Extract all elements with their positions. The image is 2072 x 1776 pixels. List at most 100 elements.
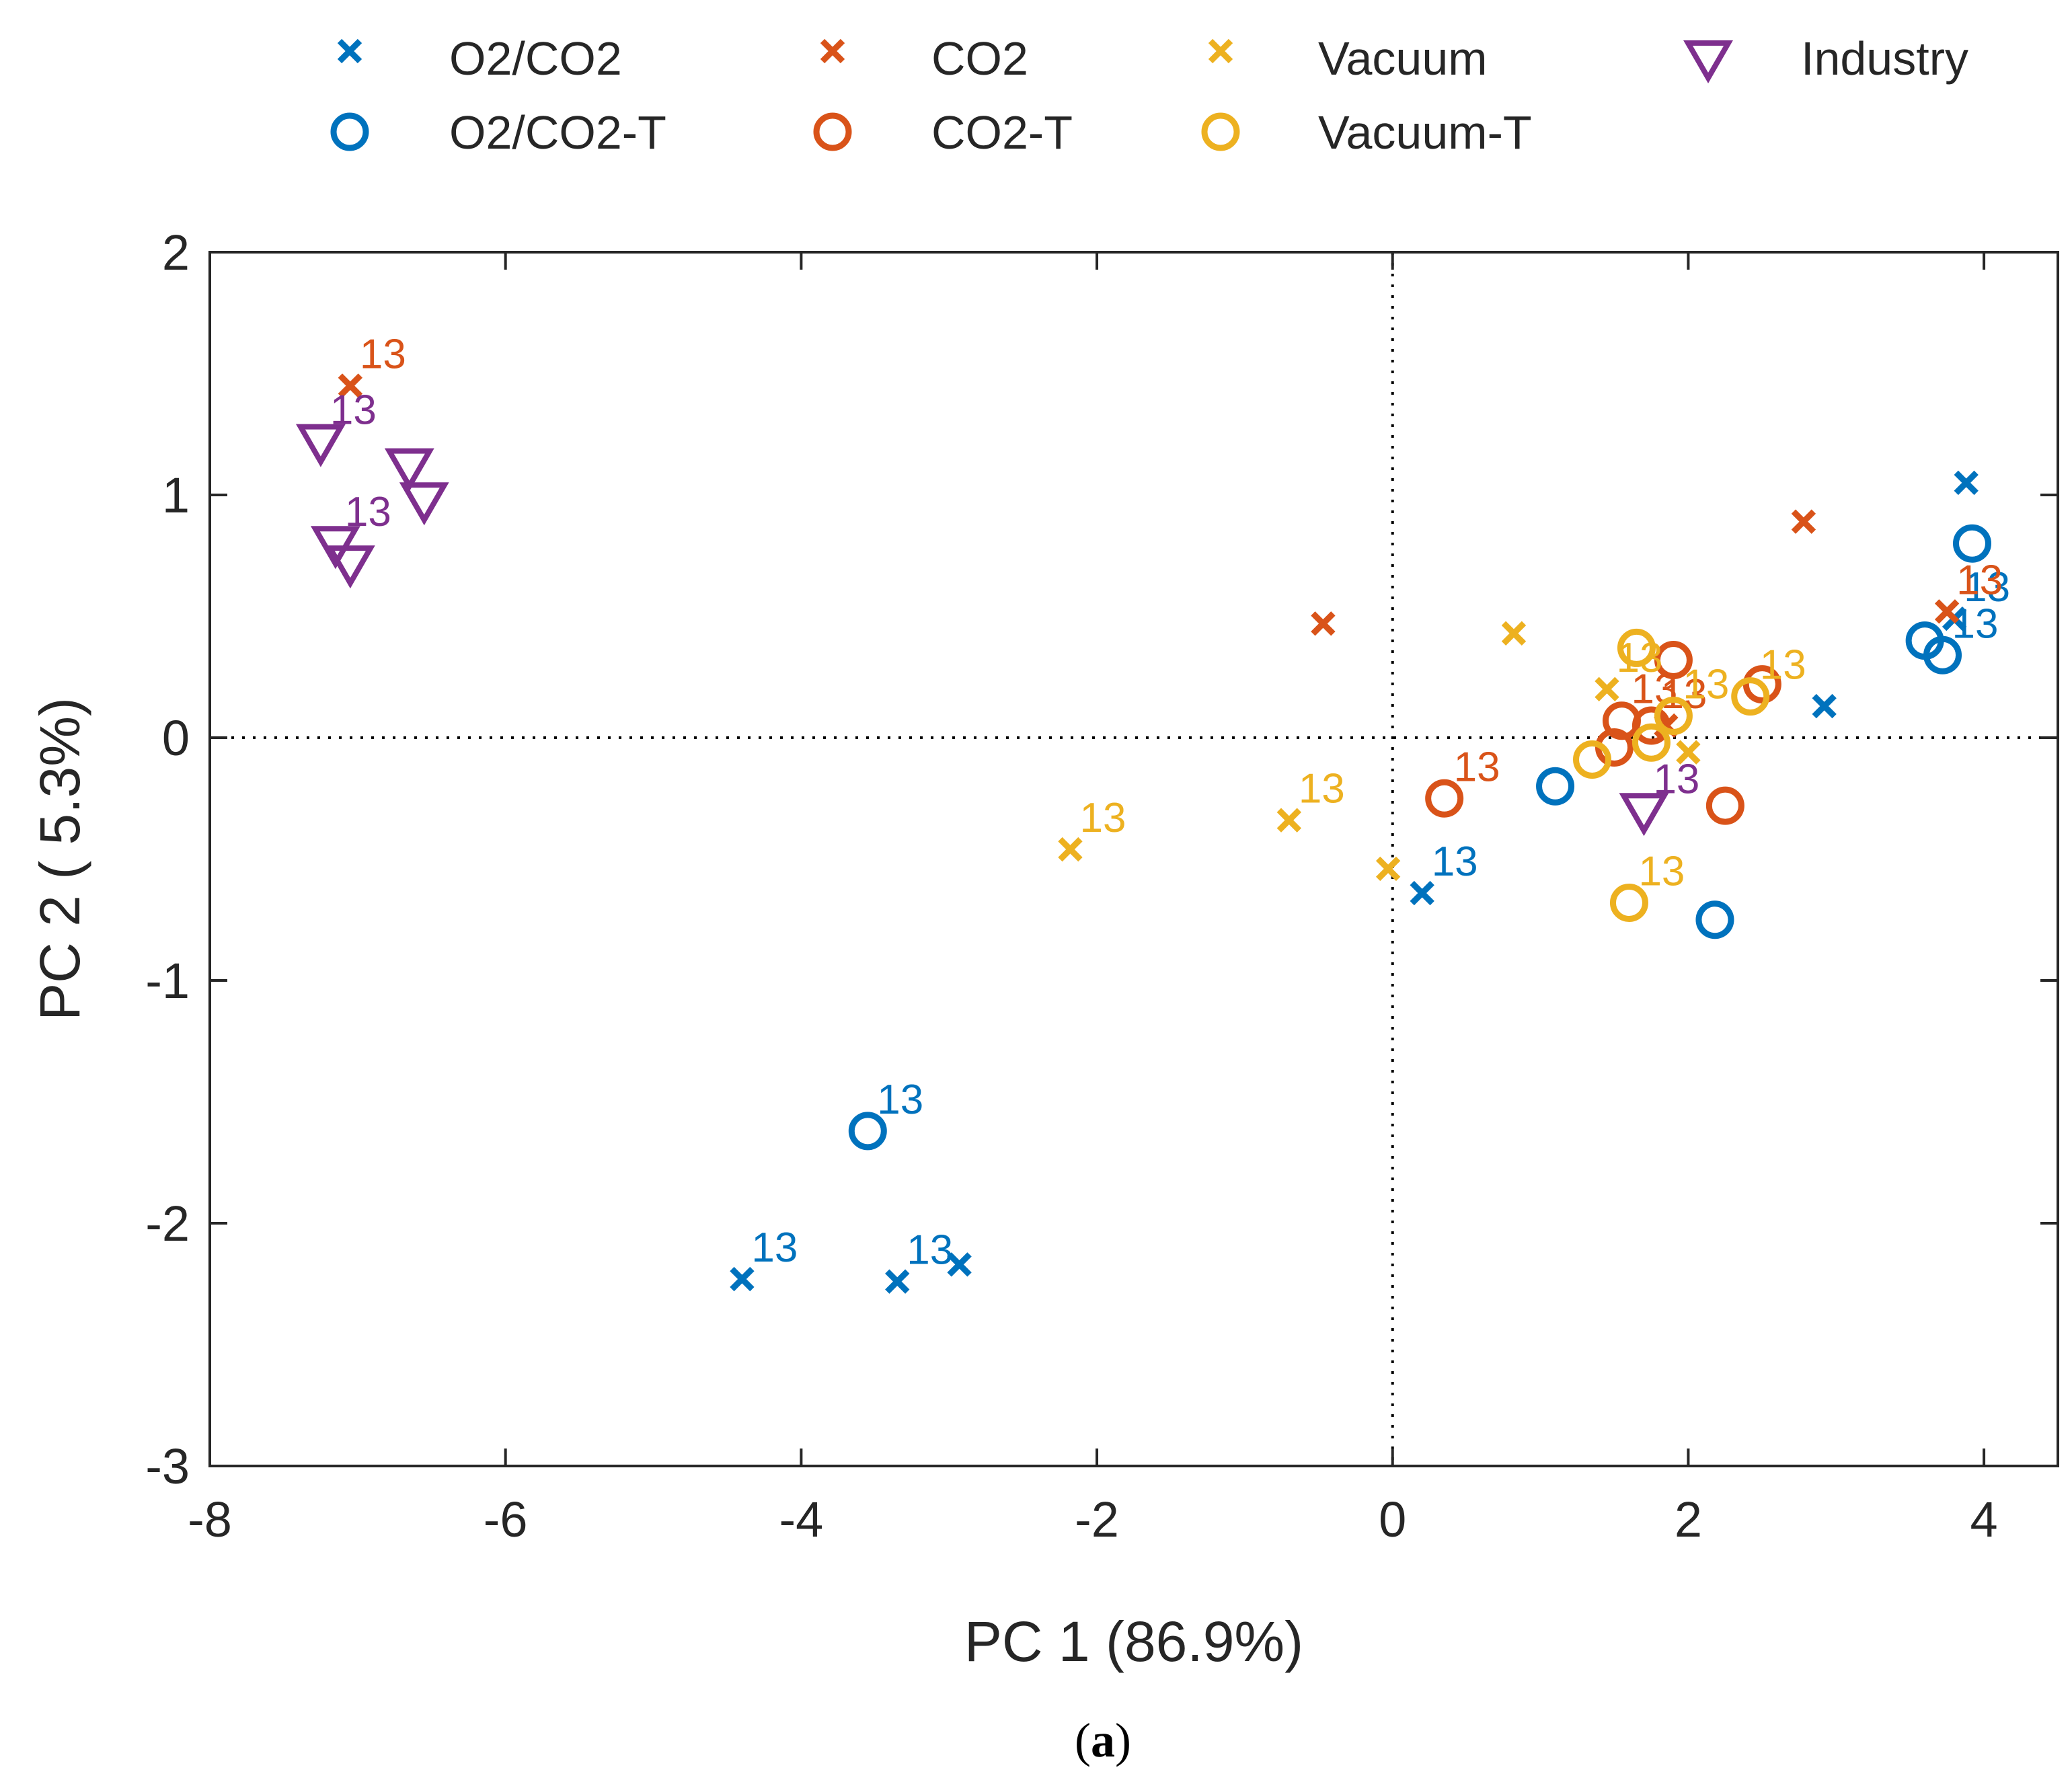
y-tick-label: -3: [145, 1438, 190, 1494]
point-label: 13: [1653, 756, 1699, 802]
x-tick-label: 0: [1379, 1492, 1406, 1547]
x-tick-label: -2: [1075, 1492, 1119, 1547]
point-label: 13: [1638, 848, 1685, 894]
data-point: [1536, 767, 1575, 806]
series-vacuum: 13 13 13: [1058, 621, 1701, 882]
data-point: [1934, 599, 1960, 624]
data-point: [1425, 779, 1464, 818]
point-label: 13: [360, 332, 406, 378]
data-point: [399, 482, 449, 526]
caption-open-paren: (: [1075, 1713, 1091, 1767]
legend-label: O2/CO2-T: [449, 106, 666, 159]
legend-label: Industry: [1801, 32, 1968, 85]
legend-item: Vacuum: [1208, 32, 1488, 85]
data-point: [1058, 837, 1083, 862]
legend-marker: [820, 38, 845, 64]
point-label: 13: [1454, 744, 1500, 790]
data-point: [1812, 693, 1837, 719]
legend-item: Industry: [1683, 32, 1968, 85]
legend-marker: [813, 112, 852, 151]
legend-marker: [330, 112, 369, 151]
legend-marker: [1201, 112, 1240, 151]
point-label: 13: [1299, 766, 1345, 812]
point-label: 13: [330, 387, 377, 434]
point-label: 13: [1964, 564, 2010, 611]
data-point: [1654, 640, 1693, 679]
data-point: [1731, 677, 1770, 716]
data-point: [1632, 723, 1671, 762]
data-point: [947, 1252, 972, 1277]
legend-marker: [1683, 40, 1733, 84]
x-tick-label: 2: [1675, 1492, 1702, 1547]
data-point: [325, 545, 375, 589]
point-label: 13: [1631, 666, 1677, 713]
data-point: [1923, 635, 1962, 674]
data-point: [1632, 706, 1671, 745]
figure-caption: (a): [1075, 1713, 1131, 1767]
data-point: [730, 1266, 755, 1292]
data-point: [1501, 621, 1527, 646]
point-label: 13: [1660, 671, 1707, 718]
caption-letter: a: [1091, 1713, 1115, 1767]
data-point: [338, 373, 363, 398]
data-point: [1410, 880, 1434, 906]
legend-item: CO2: [820, 32, 1028, 85]
x-axis-title: PC 1 (86.9%): [964, 1610, 1303, 1673]
legend-item: Vacuum-T: [1201, 106, 1532, 159]
series-industry: 13 13 13: [295, 387, 1699, 837]
legend-item: O2/CO2: [337, 32, 622, 85]
data-point: [1375, 856, 1401, 882]
y-tick-label: 2: [162, 225, 190, 280]
data-point: [885, 1269, 910, 1294]
legend-label: Vacuum-T: [1318, 106, 1532, 159]
legend-marker: [1208, 38, 1233, 64]
y-tick-label: -2: [145, 1196, 190, 1251]
data-point: [384, 448, 434, 492]
point-label: 13: [1432, 839, 1478, 885]
point-label: 13: [877, 1077, 923, 1123]
caption-close-paren: ): [1115, 1713, 1131, 1767]
point-label: 13: [1956, 557, 2003, 603]
legend-label: CO2: [931, 32, 1028, 85]
x-tick-label: -8: [188, 1492, 232, 1547]
x-tick-label: -6: [484, 1492, 528, 1547]
legend-label: O2/CO2: [449, 32, 622, 85]
point-label: 13: [907, 1227, 953, 1274]
data-point: [1676, 740, 1701, 765]
data-point: [1573, 740, 1612, 779]
legend-label: CO2-T: [931, 106, 1073, 159]
data-point: [1791, 509, 1816, 534]
x-tick-label: -4: [779, 1492, 823, 1547]
legend: O2/CO2 O2/CO2-T CO2 CO2-T Vacuum Vacuum-T Indu…: [330, 32, 1968, 159]
data-point: [1705, 786, 1744, 825]
y-tick-label: -1: [145, 953, 190, 1009]
legend-item: O2/CO2-T: [330, 106, 666, 159]
y-axis-title: PC 2 ( 5.3%): [28, 697, 91, 1021]
data-point: [848, 1112, 887, 1151]
data-point: [295, 424, 346, 467]
x-tick-label: 4: [1970, 1492, 1998, 1547]
legend-item: CO2-T: [813, 106, 1073, 159]
point-label: 13: [1760, 642, 1806, 689]
data-point: [1695, 900, 1734, 939]
legend-marker: [337, 38, 362, 64]
point-label: 13: [751, 1225, 798, 1271]
data-point: [1276, 808, 1302, 833]
y-tick-label: 1: [162, 467, 190, 523]
data-point: [1654, 697, 1693, 736]
data-point: [1742, 665, 1781, 704]
data-point: [1595, 677, 1619, 701]
data-point: [1311, 611, 1336, 636]
data-point: [1609, 883, 1648, 922]
point-label: 13: [1079, 795, 1126, 841]
data-point: [1954, 470, 1979, 496]
y-tick-label: 0: [162, 710, 190, 766]
axes: -8 -6 -4 -2 0 2 4 -3 -2 -1 0 1 2: [145, 225, 2059, 1547]
